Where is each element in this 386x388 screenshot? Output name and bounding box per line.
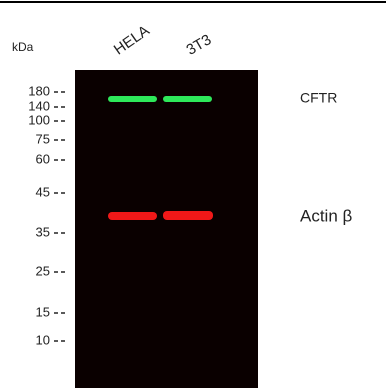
band [163, 96, 212, 102]
lane-label: 3T3 [183, 31, 214, 59]
marker-label: 100 [28, 112, 50, 127]
marker-label: 180 [28, 83, 50, 98]
blot-membrane [75, 70, 258, 388]
band-label: Actin β [300, 206, 353, 225]
marker-label: 60 [36, 151, 50, 166]
western-blot-figure: kDa HELA 3T3 CFTR Actin β 180140100 75 60 4… [0, 0, 386, 388]
band [108, 212, 157, 220]
marker-label: 15 [36, 304, 50, 319]
band [163, 211, 213, 220]
marker-label: 25 [36, 263, 50, 278]
marker-label: 10 [36, 332, 50, 347]
unit-label: kDa [12, 40, 34, 54]
marker-label: 45 [36, 184, 50, 199]
marker-label: 35 [36, 224, 50, 239]
lane-label: HELA [111, 22, 153, 58]
marker-label: 75 [36, 131, 50, 146]
marker-label: 140 [28, 98, 50, 113]
band [108, 96, 157, 102]
band-label: CFTR [300, 90, 337, 106]
